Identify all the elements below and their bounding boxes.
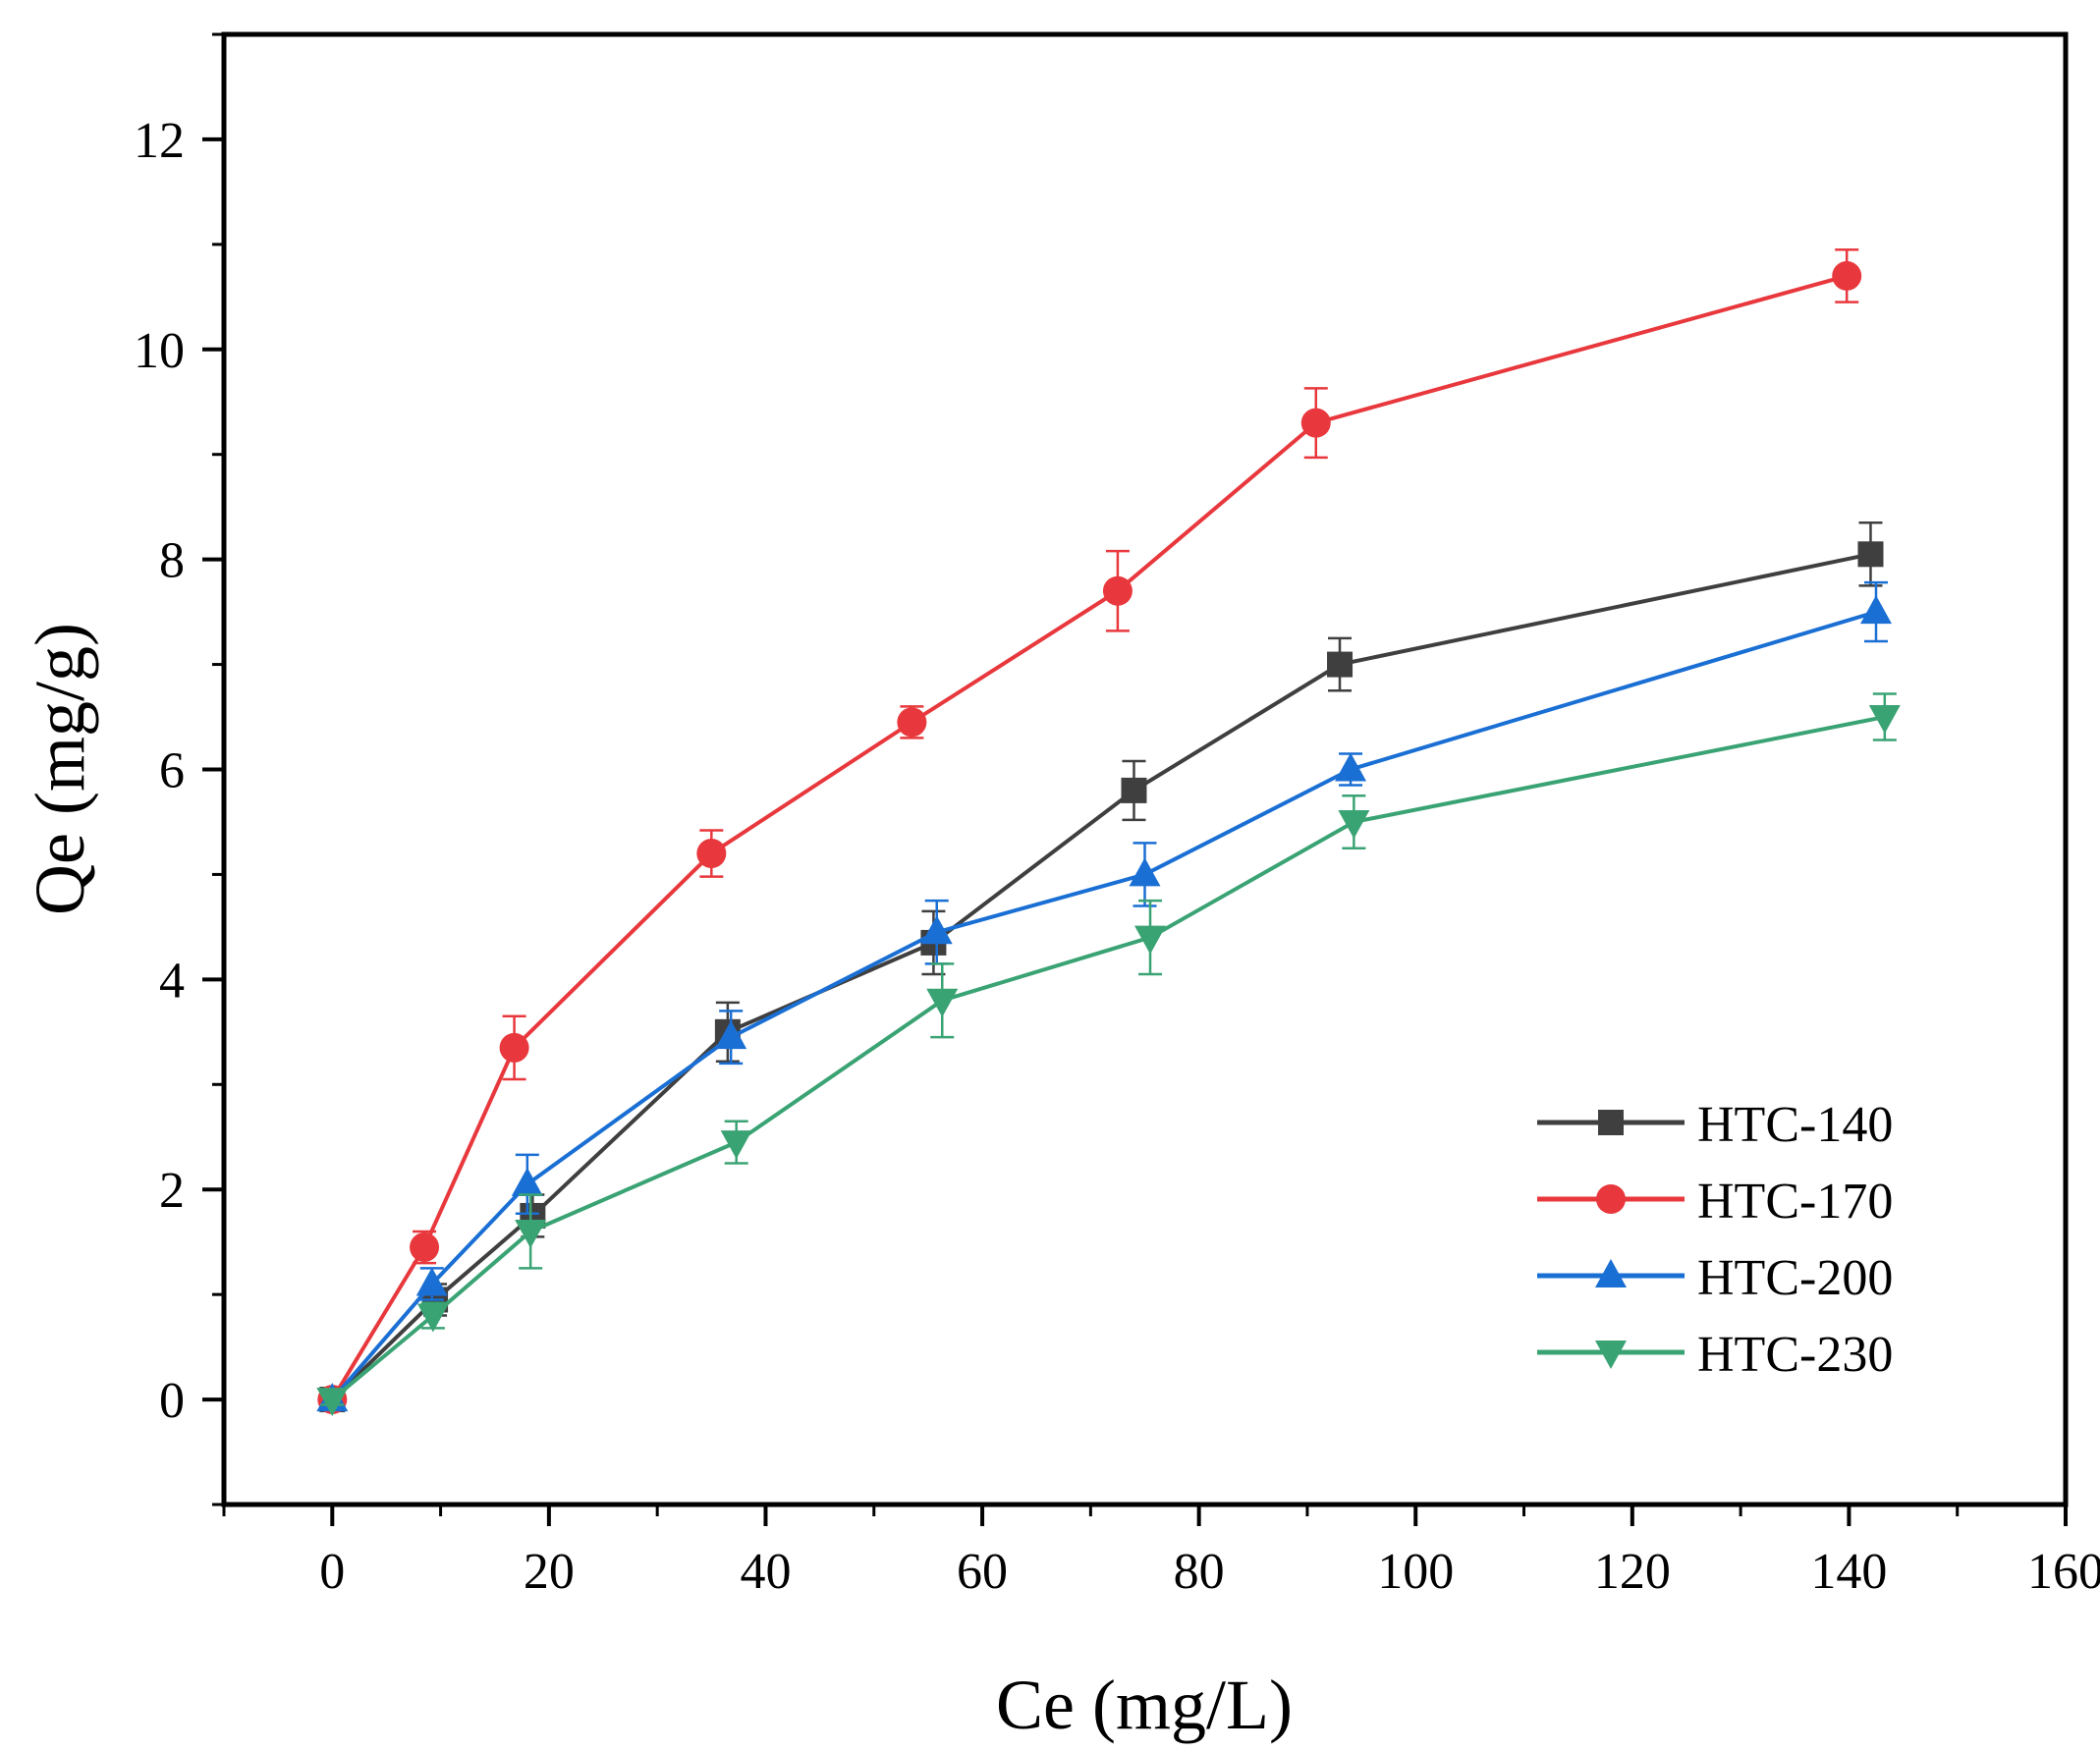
data-point [715,1020,747,1050]
x-axis-title: Ce (mg/L) [996,1666,1293,1744]
legend-label: HTC-140 [1697,1097,1893,1153]
data-point [720,1130,752,1160]
data-point [1129,857,1161,887]
data-point [1857,541,1884,568]
data-point [1102,575,1133,606]
data-point [1134,925,1167,955]
series-htc-230 [316,692,1901,1417]
x-tick-label: 20 [524,1544,575,1600]
legend: HTC-140 HTC-170 HTC-200 HTC-230 [1537,1097,1893,1383]
data-point [415,1267,448,1296]
legend-entry: HTC-170 [1537,1174,1893,1230]
y-tick-label: 4 [159,953,185,1009]
series-htc-200 [316,580,1892,1412]
x-tick-label: 80 [1174,1544,1225,1600]
data-point [1121,777,1147,803]
data-point [1327,651,1354,678]
data-point [1335,752,1367,782]
legend-entry: HTC-200 [1537,1250,1893,1306]
series-line [330,274,1848,1401]
data-point [1859,595,1892,625]
y-tick-label: 10 [134,323,185,379]
data-point [1868,705,1901,735]
y-tick-label: 12 [134,113,185,169]
y-tick-label: 0 [159,1373,185,1429]
legend-label: HTC-200 [1697,1250,1893,1306]
x-tick-label: 0 [319,1544,345,1600]
data-point [416,1303,449,1333]
data-point [897,707,927,738]
legend-marker [1595,1259,1627,1287]
series-line [330,610,1877,1401]
data-point [1832,260,1862,291]
data-point [1338,809,1370,839]
legend-label: HTC-170 [1697,1174,1893,1230]
data-point [1300,408,1331,438]
data-point [920,915,953,945]
y-tick-label: 8 [159,533,185,589]
y-tick-label: 6 [159,743,185,799]
legend-entry: HTC-140 [1537,1097,1893,1153]
series-layer [316,247,1901,1417]
x-tick-label: 40 [740,1544,791,1600]
data-point [926,988,959,1017]
legend-marker [1596,1184,1626,1214]
data-point [515,1219,547,1248]
legend-entry: HTC-230 [1537,1327,1893,1383]
x-tick-label: 60 [957,1544,1008,1600]
legend-marker [1595,1341,1627,1369]
series-line [331,715,1886,1401]
x-tick-label: 160 [2027,1544,2100,1600]
x-tick-label: 120 [1594,1544,1671,1600]
y-tick-label: 2 [159,1163,185,1219]
x-axis-ticks: 0 20 40 60 80 100 120 140 160 [222,1505,2100,1600]
data-point [499,1032,529,1063]
series-htc-140 [319,520,1884,1413]
x-tick-label: 140 [1810,1544,1887,1600]
legend-marker [1598,1110,1624,1135]
series-htc-170 [317,247,1862,1415]
legend-label: HTC-230 [1697,1327,1893,1383]
data-point [696,839,727,869]
y-axis-ticks: 0 2 4 6 8 10 12 [134,32,224,1506]
y-axis-title: Qe (mg/g) [21,623,99,915]
x-tick-label: 100 [1377,1544,1454,1600]
data-point [410,1232,440,1263]
data-point [316,1388,349,1417]
data-point [511,1167,543,1196]
